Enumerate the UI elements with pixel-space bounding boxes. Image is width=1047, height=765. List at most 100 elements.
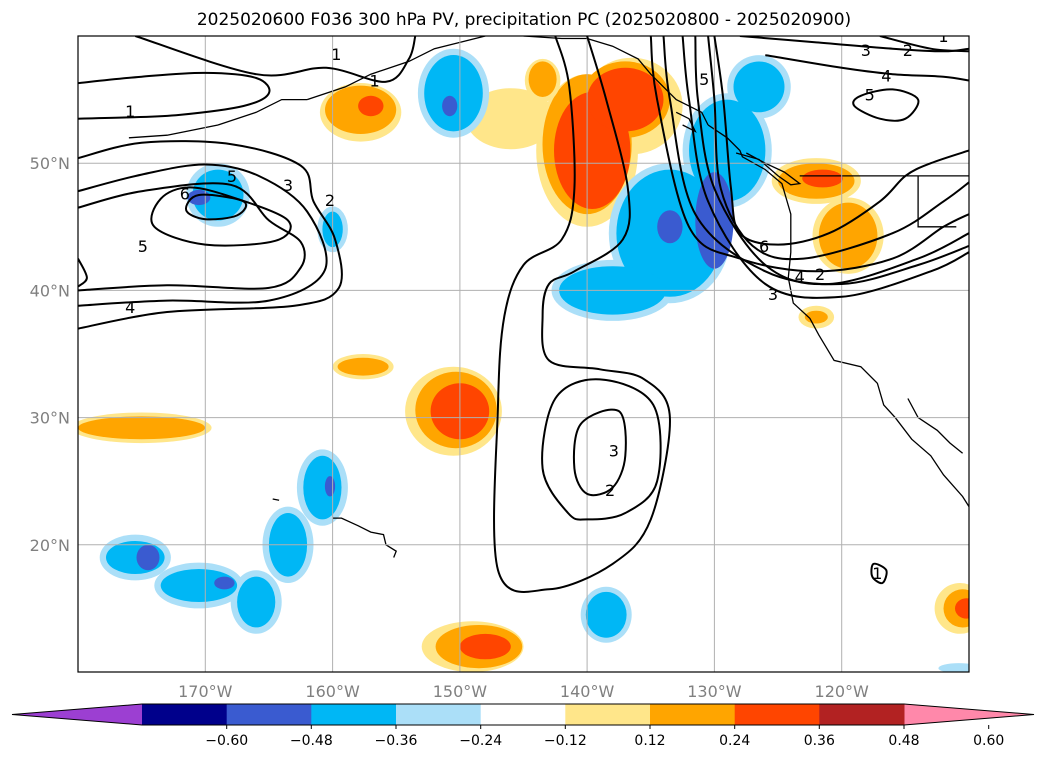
colorbar-outline — [11, 703, 1035, 726]
colorbar-segment — [650, 704, 736, 725]
pv-contour-3 — [78, 163, 328, 307]
pv-contour-label: 2 — [605, 481, 615, 500]
lat-tick-label: 30°N — [30, 409, 70, 428]
pv-contour-3 — [572, 408, 627, 497]
colorbar-segment — [142, 704, 228, 725]
pv-contour-label: 1 — [370, 72, 380, 91]
pv-contour-1 — [78, 258, 88, 288]
pv-contour-2 — [541, 378, 662, 521]
precip-region-pos2 — [337, 357, 389, 376]
colorbar-segment — [396, 704, 482, 725]
precip-region-neg2 — [303, 455, 342, 520]
lon-tick-label: 160°W — [305, 682, 360, 701]
colorbar-tick-label: 0.24 — [719, 733, 750, 749]
pv-contour-2 — [662, 36, 969, 286]
pv-contour-label: 2 — [903, 41, 913, 60]
colorbar-segment — [226, 704, 312, 725]
pv-contour-6 — [713, 36, 969, 246]
lon-tick-label: 140°W — [560, 682, 615, 701]
precip-region-pos2 — [78, 416, 206, 440]
pv-contour-1 — [870, 562, 888, 585]
pv-contour-1 — [493, 36, 671, 593]
precip-region-neg3 — [136, 544, 160, 571]
pv-contour-5 — [150, 186, 292, 247]
coastline-midway — [272, 498, 280, 501]
precip-region-neg2 — [160, 569, 238, 602]
precip-region-neg2 — [733, 61, 785, 113]
pv-contour-label: 5 — [865, 86, 875, 105]
lat-tick-label: 50°N — [30, 154, 70, 173]
precip-region-pos3 — [955, 598, 969, 619]
precip-region-pos1 — [466, 88, 556, 150]
colorbar-tick-label: 0.36 — [804, 733, 835, 749]
pv-contour-2 — [879, 36, 969, 53]
pv-contour-2 — [78, 140, 343, 330]
pv-contour-5 — [707, 36, 969, 261]
pv-contour-6 — [185, 193, 248, 221]
pv-contour-4 — [78, 182, 306, 292]
pv-contour-5 — [852, 88, 920, 122]
pv-contour-label: 5 — [699, 70, 709, 89]
lon-tick-label: 130°W — [687, 682, 742, 701]
pv-contour-label: 5 — [227, 167, 237, 186]
precip-region-neg2 — [424, 54, 483, 132]
pv-contour-3 — [681, 36, 969, 299]
pv-contour-label: 6 — [180, 185, 190, 204]
pv-contour-label: 3 — [283, 176, 293, 195]
plot-title: 2025020600 F036 300 hPa PV, precipitatio… — [197, 10, 851, 30]
colorbar-extend-min — [12, 704, 142, 725]
precip-region-pos2 — [818, 202, 878, 269]
pv-contour-label: 6 — [759, 237, 769, 256]
precip-region-pos3 — [358, 95, 384, 117]
precip-region-neg2 — [585, 591, 627, 638]
precip-region-pos3 — [459, 633, 511, 660]
colorbar-tick-label: −0.12 — [544, 733, 587, 749]
coastline-hawaii — [332, 517, 398, 558]
pv-contour-4 — [694, 36, 969, 286]
coastline-aleutians-east — [217, 98, 308, 126]
pv-contour-label: 1 — [331, 45, 341, 64]
pv-contour-label: 4 — [795, 267, 805, 286]
pv-contour-layer — [78, 36, 969, 593]
colorbar-segment — [565, 704, 651, 725]
colorbar-segment — [734, 704, 820, 725]
coastline-baja-gulf-east — [907, 398, 964, 454]
lon-tick-label: 170°W — [178, 682, 233, 701]
pv-contour-1 — [649, 36, 969, 273]
pv-contour-label: 2 — [325, 191, 335, 210]
lon-tick-label: 150°W — [433, 682, 488, 701]
axis-tick-labels: 170°W 160°W 150°W 140°W 130°W 120°W 20°N 30°N 40… — [30, 154, 869, 701]
pv-contour-label: 4 — [881, 66, 891, 85]
pv-contour-label: 1 — [872, 564, 882, 583]
colorbar-tick-label: −0.48 — [290, 733, 333, 749]
colorbar-tick-label: 0.12 — [634, 733, 665, 749]
pv-contour-4 — [765, 54, 969, 82]
precip-region-neg1 — [938, 663, 969, 672]
pv-contour-label: 4 — [125, 298, 135, 317]
pv-contour-label: 3 — [861, 41, 871, 60]
precip-region-neg3 — [657, 210, 683, 244]
map-frame — [77, 35, 970, 673]
pv-contour-1 — [78, 71, 271, 120]
colorbar-tick-label: 0.48 — [888, 733, 919, 749]
pv-contour-label: 3 — [609, 442, 619, 461]
colorbar-tick-label: −0.36 — [375, 733, 418, 749]
pv-contour-label: 1 — [125, 102, 135, 121]
precip-region-neg3 — [442, 95, 458, 117]
colorbar-segment — [819, 704, 905, 725]
precip-region-neg3 — [214, 576, 235, 590]
precip-region-pos3 — [802, 169, 843, 188]
colorbar-tick-label: −0.24 — [459, 733, 502, 749]
colorbar-extend-max — [904, 704, 1034, 725]
colorbar-segment — [311, 704, 397, 725]
precip-region-pos2 — [528, 61, 557, 97]
colorbar: −0.60 −0.48 −0.36 −0.24 −0.12 0.12 0.24 0.36 0.4… — [11, 703, 1035, 749]
precip-region-neg2 — [237, 576, 276, 628]
pv-contour-1 — [134, 36, 417, 83]
pv-contour-label: 5 — [138, 237, 148, 256]
precip-region-pos3 — [587, 67, 664, 132]
pv-contour-label: 3 — [768, 285, 778, 304]
gridline-layer — [78, 36, 969, 672]
